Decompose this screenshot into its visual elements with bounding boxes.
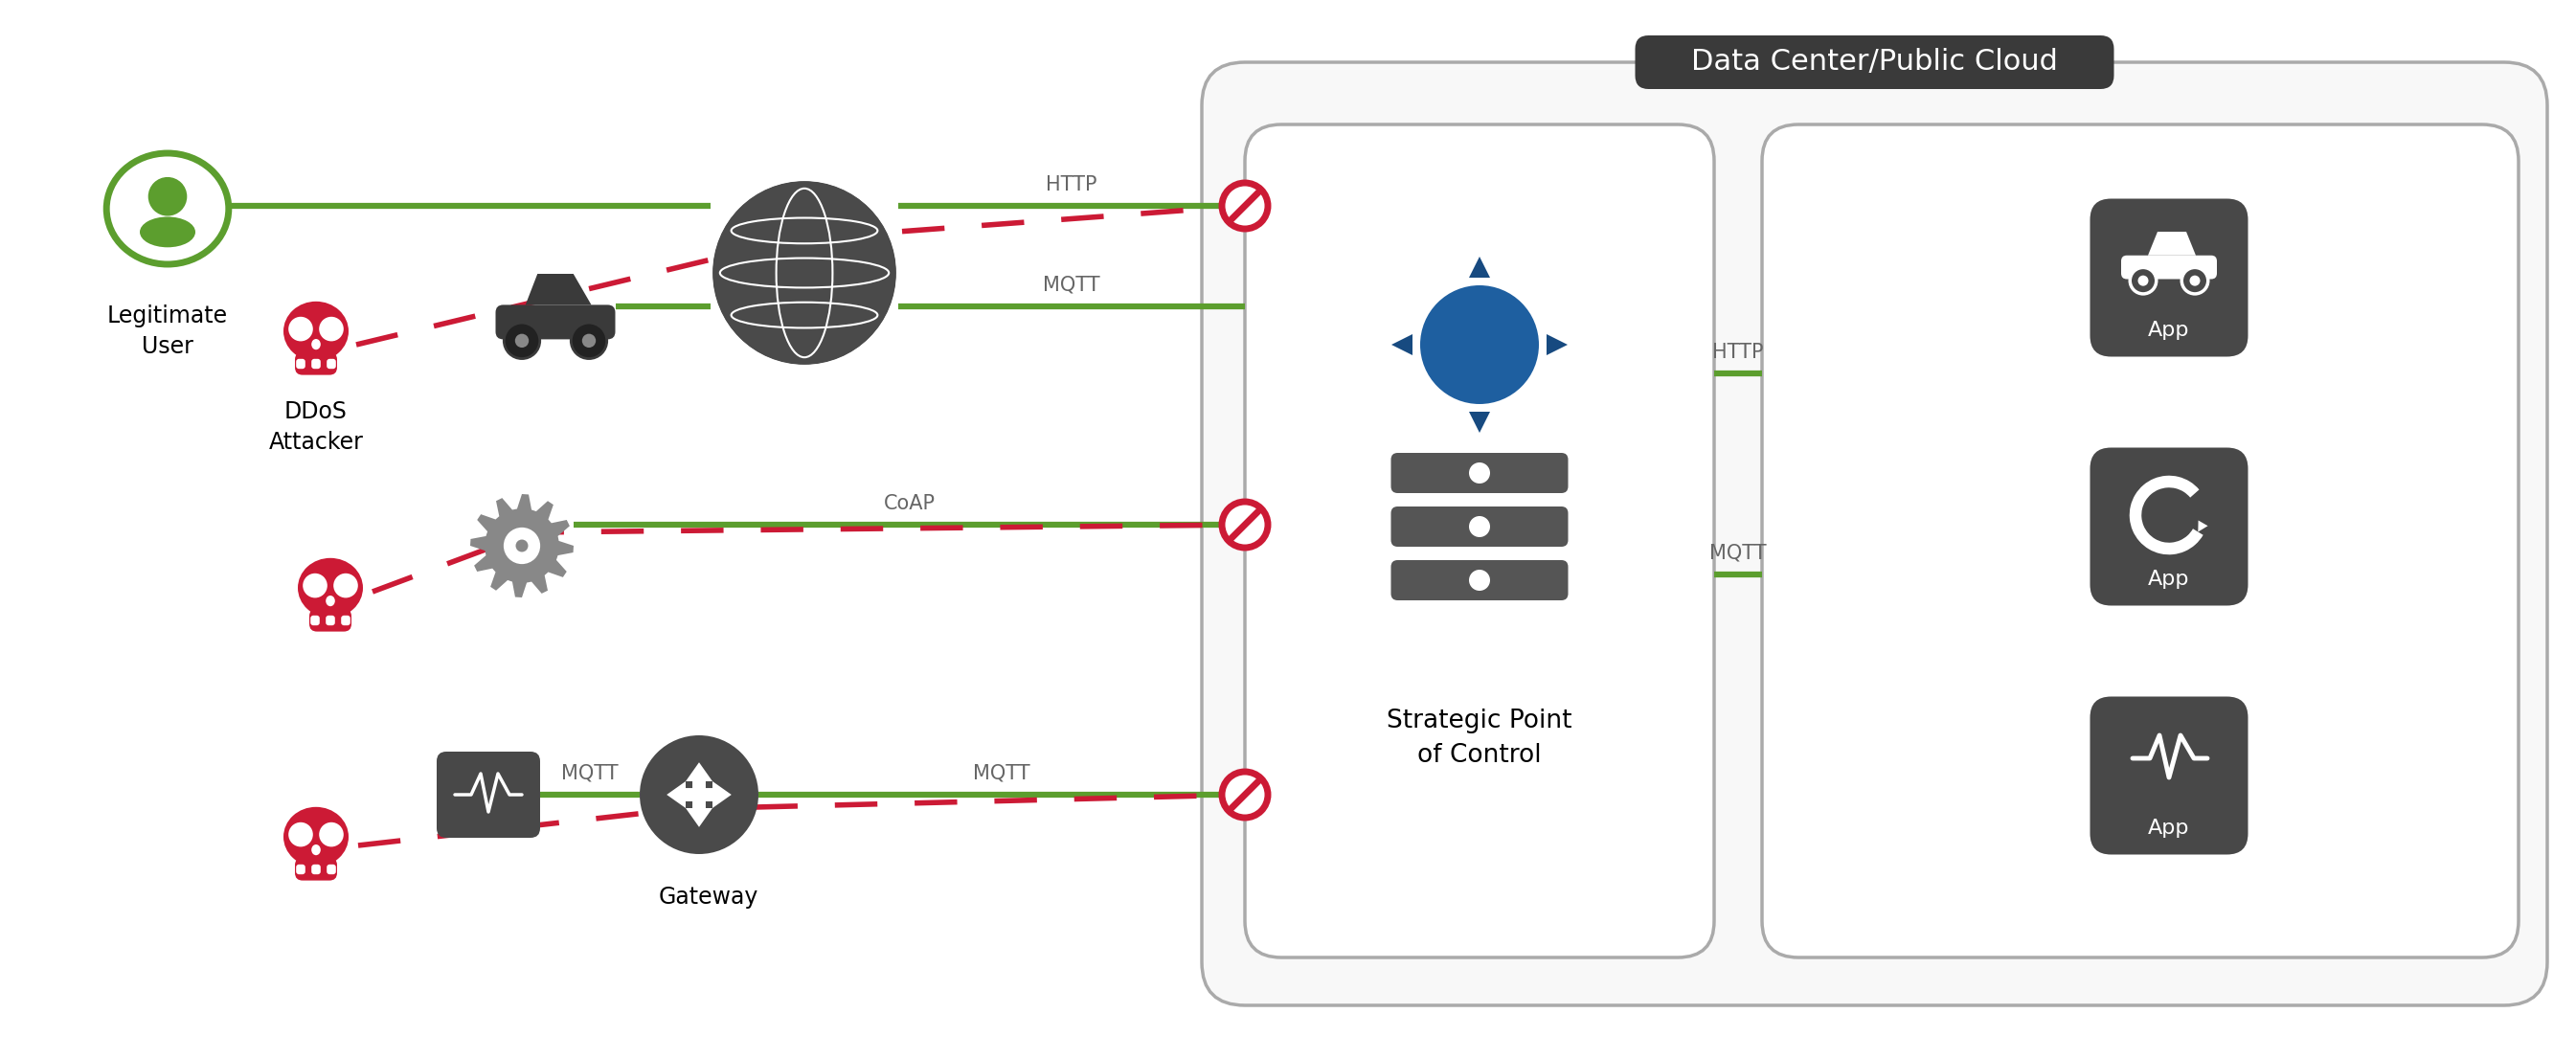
FancyBboxPatch shape [438,751,541,838]
Polygon shape [1468,412,1489,433]
Text: Data Center/Public Cloud: Data Center/Public Cloud [1692,49,2058,76]
Circle shape [1468,462,1489,484]
Circle shape [319,316,343,342]
FancyBboxPatch shape [309,608,350,632]
Circle shape [304,573,327,598]
Ellipse shape [106,153,229,264]
Text: MQTT: MQTT [974,764,1030,783]
Circle shape [515,334,528,348]
FancyBboxPatch shape [340,616,350,625]
Polygon shape [714,781,732,808]
Text: MQTT: MQTT [562,764,618,783]
FancyBboxPatch shape [327,864,335,874]
Polygon shape [471,494,574,598]
Text: Gateway: Gateway [659,886,757,909]
Circle shape [2182,268,2208,294]
FancyBboxPatch shape [1203,62,2548,1005]
Text: CoAP: CoAP [884,494,935,513]
Ellipse shape [139,217,196,248]
Circle shape [1468,516,1489,537]
FancyBboxPatch shape [2089,199,2249,357]
Circle shape [639,735,757,854]
Circle shape [505,323,541,359]
Polygon shape [667,781,685,808]
Polygon shape [1546,334,1569,355]
Ellipse shape [283,302,348,361]
Polygon shape [1391,334,1412,355]
Circle shape [502,526,541,565]
Text: App: App [2148,819,2190,838]
FancyBboxPatch shape [325,616,335,625]
FancyBboxPatch shape [312,864,319,874]
Text: MQTT: MQTT [1710,544,1767,563]
Circle shape [572,323,608,359]
FancyBboxPatch shape [1636,35,2115,89]
Circle shape [582,334,595,348]
Circle shape [289,316,312,342]
Circle shape [1221,183,1267,229]
Circle shape [2130,268,2156,294]
Polygon shape [2197,521,2208,532]
FancyBboxPatch shape [495,305,616,340]
FancyBboxPatch shape [1391,507,1569,547]
Polygon shape [685,763,714,781]
FancyBboxPatch shape [296,359,307,369]
Circle shape [319,822,343,846]
Circle shape [515,540,528,552]
Circle shape [1221,771,1267,818]
Polygon shape [2148,232,2195,255]
Text: MQTT: MQTT [1043,276,1100,295]
FancyBboxPatch shape [294,857,337,880]
FancyBboxPatch shape [312,359,319,369]
Ellipse shape [299,558,363,618]
Circle shape [1419,286,1538,404]
Text: DDoS
Attacker: DDoS Attacker [268,400,363,454]
Text: Strategic Point
of Control: Strategic Point of Control [1386,709,1571,768]
Circle shape [1468,569,1489,590]
FancyBboxPatch shape [294,352,337,375]
FancyBboxPatch shape [2089,448,2249,605]
FancyBboxPatch shape [327,359,335,369]
FancyBboxPatch shape [1762,125,2519,957]
Text: HTTP: HTTP [1713,343,1765,362]
Polygon shape [685,808,714,827]
Circle shape [2190,275,2200,286]
Circle shape [289,822,312,846]
Text: HTTP: HTTP [1046,176,1097,195]
Circle shape [1221,501,1267,548]
FancyBboxPatch shape [2089,696,2249,855]
FancyBboxPatch shape [312,616,319,625]
FancyBboxPatch shape [1244,125,1713,957]
Text: App: App [2148,569,2190,589]
Ellipse shape [325,596,335,606]
FancyBboxPatch shape [1391,560,1569,600]
Polygon shape [1468,257,1489,277]
Polygon shape [526,274,592,305]
Circle shape [2138,275,2148,286]
Circle shape [711,179,899,367]
Circle shape [149,177,188,216]
Ellipse shape [283,807,348,867]
Circle shape [332,573,358,598]
Ellipse shape [312,339,319,349]
Text: Legitimate
User: Legitimate User [108,305,227,358]
Text: App: App [2148,321,2190,340]
FancyBboxPatch shape [2120,255,2218,279]
Ellipse shape [312,844,319,855]
FancyBboxPatch shape [1391,453,1569,493]
FancyBboxPatch shape [296,864,307,874]
